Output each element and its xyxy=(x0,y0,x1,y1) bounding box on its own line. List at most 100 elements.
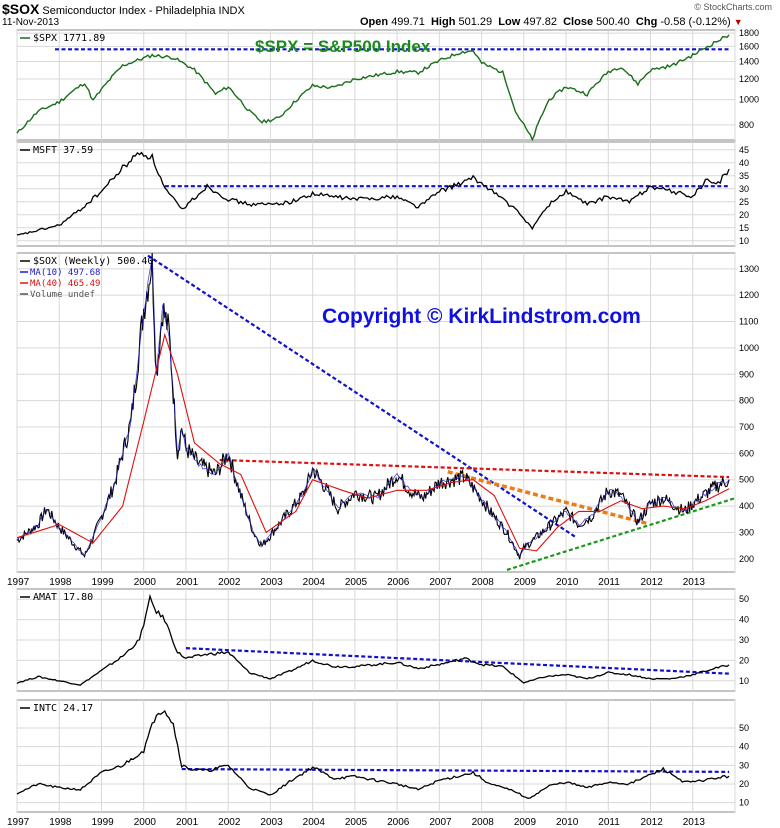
panel-frame xyxy=(16,141,736,247)
brand-watermark: © StockCharts.com xyxy=(694,2,772,12)
x-tick-label: 2004 xyxy=(303,577,326,588)
y-tick-label: 10 xyxy=(739,798,749,808)
open-value: 499.71 xyxy=(391,16,425,28)
y-tick-label: 35 xyxy=(739,171,749,181)
y-tick-label: 200 xyxy=(739,554,754,564)
chg-value: -0.58 (-0.12%) xyxy=(660,16,731,28)
series-line-panel-4 xyxy=(16,593,730,686)
x-tick-label: 2002 xyxy=(218,817,241,828)
y-tick-label: 300 xyxy=(739,527,754,537)
series-line-panel-1 xyxy=(16,34,730,142)
y-tick-label: 40 xyxy=(739,742,749,752)
x-tick-label: 1997 xyxy=(7,577,30,588)
x-tick-label: 2006 xyxy=(387,817,410,828)
x-tick-label: 2007 xyxy=(429,577,452,588)
x-tick-label: 2009 xyxy=(514,817,537,828)
x-tick-label: 1999 xyxy=(91,817,114,828)
chart-date: 11-Nov-2013 xyxy=(2,17,60,28)
low-label: Low xyxy=(498,16,521,28)
x-tick-label: 2010 xyxy=(556,577,579,588)
x-tick-label: 2007 xyxy=(429,817,452,828)
panel-title: INTC 24.17 xyxy=(33,703,93,714)
panel-title: AMAT 17.80 xyxy=(33,592,93,603)
legend-entry: MA(10) 497.68 xyxy=(30,268,100,278)
panel-2 xyxy=(16,141,736,247)
panel-3 xyxy=(16,252,736,573)
y-tick-label: 20 xyxy=(739,655,749,665)
x-tick-label: 1998 xyxy=(49,817,72,828)
panel-title: $SOX (Weekly) 500.40 xyxy=(33,256,153,267)
down-arrow-icon: ▼ xyxy=(733,17,743,27)
close-value: 500.40 xyxy=(596,16,630,28)
chg-label: Chg xyxy=(635,16,658,28)
y-tick-label: 900 xyxy=(739,369,754,379)
x-tick-label: 1998 xyxy=(49,577,72,588)
panel-1 xyxy=(16,29,736,142)
x-tick-label: 2003 xyxy=(260,577,283,588)
y-tick-label: 15 xyxy=(739,223,749,233)
x-tick-label: 2003 xyxy=(260,817,283,828)
x-tick-label: 2005 xyxy=(345,817,368,828)
green-trendline xyxy=(506,497,736,571)
y-tick-label: 30 xyxy=(739,635,749,645)
x-tick-label: 2002 xyxy=(218,577,241,588)
y-tick-label: 10 xyxy=(739,236,749,246)
y-tick-label: 1300 xyxy=(739,264,759,274)
series-line-panel-2 xyxy=(16,151,730,236)
open-label: Open xyxy=(360,16,389,28)
y-tick-label: 40 xyxy=(739,158,749,168)
x-tick-label: 2010 xyxy=(556,817,579,828)
blue-trendline xyxy=(181,767,730,773)
y-tick-label: 30 xyxy=(739,184,749,194)
symbol-name: Semiconductor Index - Philadelphia INDX xyxy=(42,5,245,17)
y-tick-label: 50 xyxy=(739,594,749,604)
series-line-panel-5 xyxy=(16,709,730,799)
panel-title: $SPX 1771.89 xyxy=(33,33,105,44)
x-tick-label: 2008 xyxy=(472,817,495,828)
low-value: 497.82 xyxy=(523,16,557,28)
panel-frame xyxy=(16,252,736,573)
red-trendline xyxy=(219,458,730,479)
y-tick-label: 1800 xyxy=(739,28,759,38)
copyright-note: Copyright © KirkLindstrom.com xyxy=(322,305,641,328)
x-tick-label: 2006 xyxy=(387,577,410,588)
x-tick-label: 2009 xyxy=(514,577,537,588)
y-tick-label: 800 xyxy=(739,120,754,130)
high-value: 501.29 xyxy=(458,16,493,28)
y-tick-label: 1100 xyxy=(739,317,758,327)
orange-trendline xyxy=(447,470,647,525)
spx-note: $SPX = S&P500 Index xyxy=(255,37,431,56)
high-label: High xyxy=(430,16,456,28)
y-tick-label: 25 xyxy=(739,197,749,207)
y-tick-label: 800 xyxy=(739,396,754,406)
series-line--sox xyxy=(16,252,730,560)
y-tick-label: 1200 xyxy=(739,74,759,84)
y-tick-label: 45 xyxy=(739,145,749,155)
y-tick-label: 1000 xyxy=(739,343,759,353)
panel-5 xyxy=(16,699,736,813)
panel-frame xyxy=(16,699,736,813)
panel-title: MSFT 37.59 xyxy=(33,145,93,156)
x-tick-label: 2012 xyxy=(641,577,664,588)
quote-bar: Open 499.71 High 501.29 Low 497.82 Close… xyxy=(360,16,743,28)
x-tick-label: 2004 xyxy=(303,817,326,828)
y-tick-label: 10 xyxy=(739,676,749,686)
y-tick-label: 1400 xyxy=(739,57,759,67)
y-tick-label: 50 xyxy=(739,723,749,733)
panel-4 xyxy=(16,588,736,692)
symbol: $SOX xyxy=(2,1,40,17)
x-tick-label: 1999 xyxy=(91,577,114,588)
y-tick-label: 500 xyxy=(739,475,754,485)
legend-entry: Volume undef xyxy=(30,290,95,300)
y-tick-label: 700 xyxy=(739,422,754,432)
x-tick-label: 2000 xyxy=(134,817,157,828)
y-tick-label: 1600 xyxy=(739,41,759,51)
x-tick-label: 2008 xyxy=(472,577,495,588)
legend-entry: MA(40) 465.49 xyxy=(30,279,100,289)
y-tick-label: 600 xyxy=(739,448,754,458)
series-line-ma10 xyxy=(16,256,730,558)
y-tick-label: 20 xyxy=(739,210,749,220)
x-tick-label: 2000 xyxy=(134,577,157,588)
close-label: Close xyxy=(563,16,594,28)
y-tick-label: 40 xyxy=(739,615,749,625)
